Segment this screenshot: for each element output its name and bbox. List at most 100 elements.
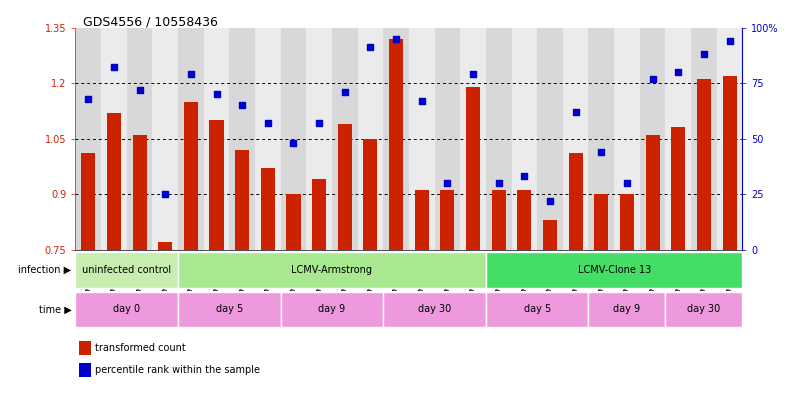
Bar	[640, 28, 665, 250]
Bar	[486, 252, 742, 288]
Text: uninfected control: uninfected control	[82, 265, 172, 275]
Bar	[337, 124, 352, 250]
Bar	[255, 28, 280, 250]
Bar	[543, 220, 557, 250]
Bar	[441, 190, 454, 250]
Point	[621, 180, 634, 186]
Point	[287, 140, 300, 146]
Bar	[723, 75, 737, 250]
Point	[338, 89, 351, 95]
Point	[672, 69, 684, 75]
Bar	[81, 153, 95, 250]
Text: day 30: day 30	[688, 305, 720, 314]
Bar	[717, 28, 742, 250]
Bar	[364, 139, 377, 250]
Point	[698, 51, 711, 57]
Point	[595, 149, 607, 155]
Bar	[691, 28, 717, 250]
Bar	[79, 341, 91, 355]
Bar	[511, 28, 538, 250]
Point	[133, 86, 146, 93]
Point	[159, 191, 172, 197]
Bar	[204, 28, 229, 250]
Bar	[184, 101, 198, 250]
Text: LCMV-Clone 13: LCMV-Clone 13	[577, 265, 651, 275]
Point	[210, 91, 223, 97]
Text: LCMV-Armstrong: LCMV-Armstrong	[291, 265, 372, 275]
Bar	[280, 28, 306, 250]
Bar	[697, 79, 711, 250]
Point	[364, 44, 377, 51]
Bar	[620, 194, 634, 250]
Bar	[671, 127, 685, 250]
Text: day 9: day 9	[614, 305, 641, 314]
Bar	[332, 28, 357, 250]
Bar	[646, 135, 660, 250]
Bar	[107, 113, 121, 250]
Bar	[461, 28, 486, 250]
Text: infection ▶: infection ▶	[18, 265, 71, 275]
Bar	[280, 292, 384, 327]
Bar	[210, 120, 224, 250]
Point	[313, 120, 326, 126]
Bar	[312, 179, 326, 250]
Bar	[389, 39, 403, 250]
Text: time ▶: time ▶	[39, 305, 71, 314]
Bar	[409, 28, 434, 250]
Bar	[538, 28, 563, 250]
Bar	[75, 28, 101, 250]
Bar	[260, 168, 275, 250]
Bar	[101, 28, 127, 250]
Text: day 30: day 30	[418, 305, 451, 314]
Point	[82, 95, 94, 102]
Point	[236, 102, 249, 108]
Bar	[75, 252, 178, 288]
Bar	[384, 28, 409, 250]
Bar	[306, 28, 332, 250]
Bar	[178, 28, 204, 250]
Bar	[229, 28, 255, 250]
Point	[518, 173, 530, 180]
Point	[467, 71, 480, 77]
Point	[569, 109, 582, 115]
Point	[723, 38, 736, 44]
Bar	[563, 28, 588, 250]
Bar	[466, 87, 480, 250]
Point	[184, 71, 197, 77]
Bar	[384, 292, 486, 327]
Text: day 5: day 5	[216, 305, 243, 314]
Bar	[79, 363, 91, 377]
Point	[261, 120, 274, 126]
Bar	[486, 28, 511, 250]
Text: GDS4556 / 10558436: GDS4556 / 10558436	[83, 16, 218, 29]
Bar	[357, 28, 384, 250]
Text: transformed count: transformed count	[95, 343, 186, 353]
Text: day 9: day 9	[318, 305, 345, 314]
Bar	[158, 242, 172, 250]
Point	[390, 35, 403, 42]
Bar	[486, 292, 588, 327]
Bar	[235, 150, 249, 250]
Bar	[133, 135, 147, 250]
Bar	[569, 153, 583, 250]
Text: day 0: day 0	[114, 305, 141, 314]
Bar	[178, 252, 486, 288]
Text: percentile rank within the sample: percentile rank within the sample	[95, 365, 260, 375]
Bar	[665, 28, 691, 250]
Bar	[75, 292, 178, 327]
Point	[415, 97, 428, 104]
Bar	[434, 28, 461, 250]
Bar	[414, 190, 429, 250]
Point	[107, 64, 120, 71]
Bar	[518, 190, 531, 250]
Text: day 5: day 5	[523, 305, 551, 314]
Bar	[127, 28, 152, 250]
Bar	[594, 194, 608, 250]
Bar	[287, 194, 301, 250]
Point	[441, 180, 453, 186]
Bar	[491, 190, 506, 250]
Bar	[152, 28, 178, 250]
Bar	[588, 28, 614, 250]
Bar	[614, 28, 640, 250]
Bar	[665, 292, 742, 327]
